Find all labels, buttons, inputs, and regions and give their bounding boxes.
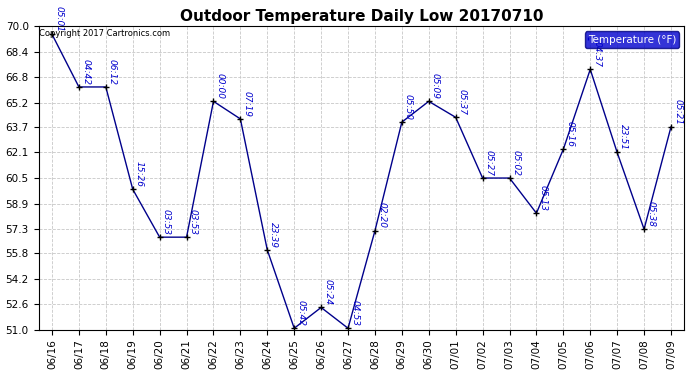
- Text: 06:12: 06:12: [108, 58, 117, 84]
- Text: 00:00: 00:00: [215, 73, 225, 99]
- Text: 04:42: 04:42: [81, 58, 90, 84]
- Text: 05:02: 05:02: [512, 150, 521, 176]
- Text: 05:21: 05:21: [673, 99, 682, 124]
- Text: 03:53: 03:53: [188, 209, 198, 235]
- Text: 05:13: 05:13: [539, 185, 548, 211]
- Text: 04:37: 04:37: [593, 41, 602, 67]
- Text: 05:16: 05:16: [566, 121, 575, 147]
- Title: Outdoor Temperature Daily Low 20170710: Outdoor Temperature Daily Low 20170710: [179, 9, 543, 24]
- Text: 05:24: 05:24: [324, 279, 333, 305]
- Text: 23:39: 23:39: [269, 222, 279, 248]
- Text: 05:42: 05:42: [297, 300, 306, 326]
- Text: 04:53: 04:53: [351, 300, 359, 326]
- Text: 05:37: 05:37: [458, 89, 467, 115]
- Text: 05:38: 05:38: [647, 201, 656, 227]
- Text: 15:26: 15:26: [135, 161, 144, 187]
- Text: 23:51: 23:51: [620, 124, 629, 150]
- Text: 03:53: 03:53: [161, 209, 171, 235]
- Text: 05:50: 05:50: [404, 94, 413, 120]
- Legend: Temperature (°F): Temperature (°F): [584, 32, 679, 48]
- Text: 07:19: 07:19: [242, 90, 252, 117]
- Text: 05:27: 05:27: [485, 150, 494, 176]
- Text: Copyright 2017 Cartronics.com: Copyright 2017 Cartronics.com: [39, 29, 170, 38]
- Text: 05:09: 05:09: [431, 73, 440, 99]
- Text: 02:20: 02:20: [377, 202, 386, 228]
- Text: 05:01: 05:01: [54, 6, 63, 32]
